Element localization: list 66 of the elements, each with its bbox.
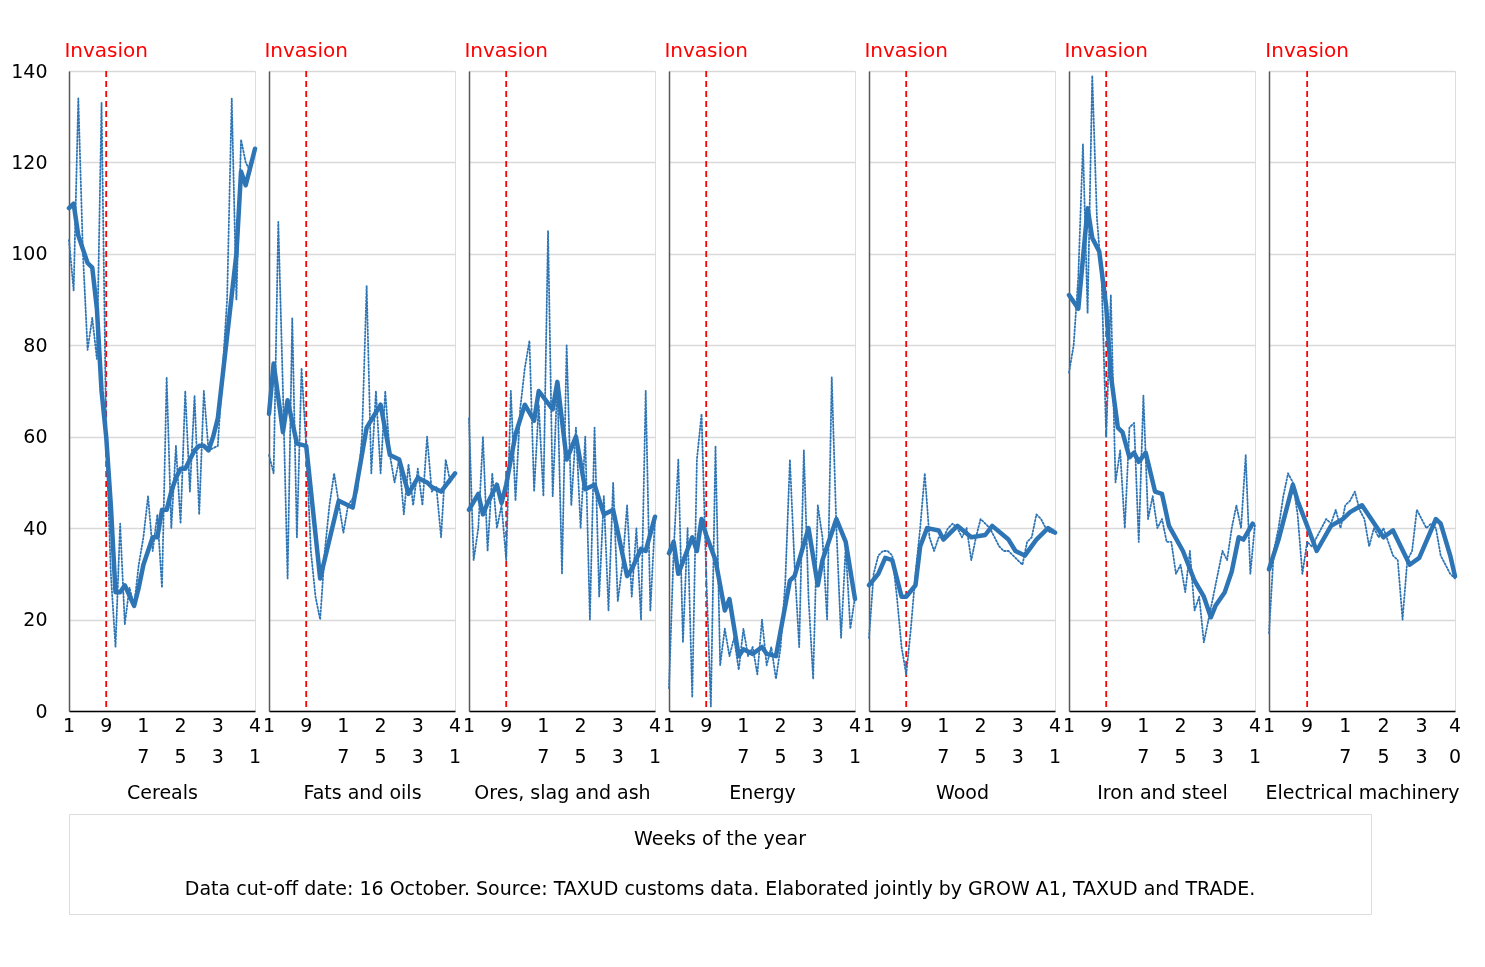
x-tick-label: 4 1	[448, 714, 462, 767]
ref-line-label: Invasion	[64, 38, 148, 62]
x-tick-label: 3 3	[811, 714, 824, 767]
x-axis-title: Electrical machinery	[1265, 781, 1460, 803]
x-tick-label: 9	[500, 714, 513, 736]
x-tick-label: 9	[100, 714, 113, 736]
y-tick-label: 60	[23, 425, 48, 448]
y-tick-label: 140	[11, 59, 48, 82]
x-tick-label: 4 1	[648, 714, 662, 767]
x-tick-label: 1 7	[937, 714, 950, 767]
x-tick-label: 3 3	[211, 714, 224, 767]
x-axis-title: Cereals	[127, 781, 198, 803]
y-tick-label: 100	[11, 242, 48, 265]
x-axis-title: Energy	[729, 781, 796, 803]
x-tick-label: 1	[1262, 714, 1276, 736]
y-tick-label: 20	[23, 608, 48, 631]
x-tick-label: 1 7	[1339, 714, 1352, 767]
x-axis-title: Iron and steel	[1097, 781, 1228, 803]
x-tick-label: 9	[1100, 714, 1113, 736]
y-tick-label: 0	[35, 699, 48, 722]
x-tick-label: 1 7	[537, 714, 550, 767]
ref-line-label: Invasion	[864, 38, 948, 62]
x-axis-title: Wood	[936, 781, 989, 803]
x-tick-label: 2 5	[1377, 714, 1390, 767]
x-tick-label: 2 5	[174, 714, 187, 767]
x-tick-label: 1 7	[337, 714, 350, 767]
x-axis-title: Fats and oils	[303, 781, 422, 803]
x-tick-label: 2 5	[974, 714, 987, 767]
x-tick-label: 3 3	[611, 714, 624, 767]
x-tick-label: 4 0	[1448, 714, 1462, 767]
x-tick-label: 9	[1301, 714, 1314, 736]
ref-line-label: Invasion	[464, 38, 548, 62]
ref-line-label: Invasion	[1265, 38, 1349, 62]
x-tick-label: 2 5	[574, 714, 587, 767]
x-tick-label: 2 5	[1174, 714, 1187, 767]
x-tick-label: 2 5	[374, 714, 387, 767]
y-tick-label: 80	[23, 333, 48, 356]
ref-line-label: Invasion	[664, 38, 748, 62]
x-tick-label: 9	[300, 714, 313, 736]
x-tick-label: 3 3	[1211, 714, 1224, 767]
y-tick-label: 120	[11, 150, 48, 173]
ref-line-label: Invasion	[264, 38, 348, 62]
x-tick-label: 3 3	[1011, 714, 1024, 767]
x-axis-title: Ores, slag and ash	[474, 781, 651, 803]
x-tick-label: 2 5	[774, 714, 787, 767]
x-tick-label: 4 1	[248, 714, 262, 767]
x-tick-label: 3 3	[1415, 714, 1428, 767]
x-tick-label: 1	[262, 714, 276, 736]
x-tick-label: 1 7	[1137, 714, 1150, 767]
y-tick-label: 40	[23, 516, 48, 539]
x-tick-label: 4 1	[1248, 714, 1262, 767]
x-tick-label: 1	[1062, 714, 1076, 736]
x-tick-label: 9	[700, 714, 713, 736]
x-tick-label: 1	[462, 714, 476, 736]
x-tick-label: 1 7	[737, 714, 750, 767]
x-tick-label: 1	[862, 714, 876, 736]
ref-line-label: Invasion	[1064, 38, 1148, 62]
text: Weeks of the year	[634, 827, 807, 849]
x-tick-label: 9	[900, 714, 913, 736]
x-tick-label: 1	[62, 714, 76, 736]
x-tick-label: 3 3	[411, 714, 424, 767]
x-tick-label: 1	[662, 714, 676, 736]
x-tick-label: 4 1	[848, 714, 862, 767]
text: Data cut-off date: 16 October. Source: TAXUD customs data. Elaborated jointly by GROW A1, TAXUD and TRADE.	[184, 877, 1256, 899]
x-tick-label: 1 7	[137, 714, 150, 767]
x-tick-label: 4 1	[1048, 714, 1062, 767]
